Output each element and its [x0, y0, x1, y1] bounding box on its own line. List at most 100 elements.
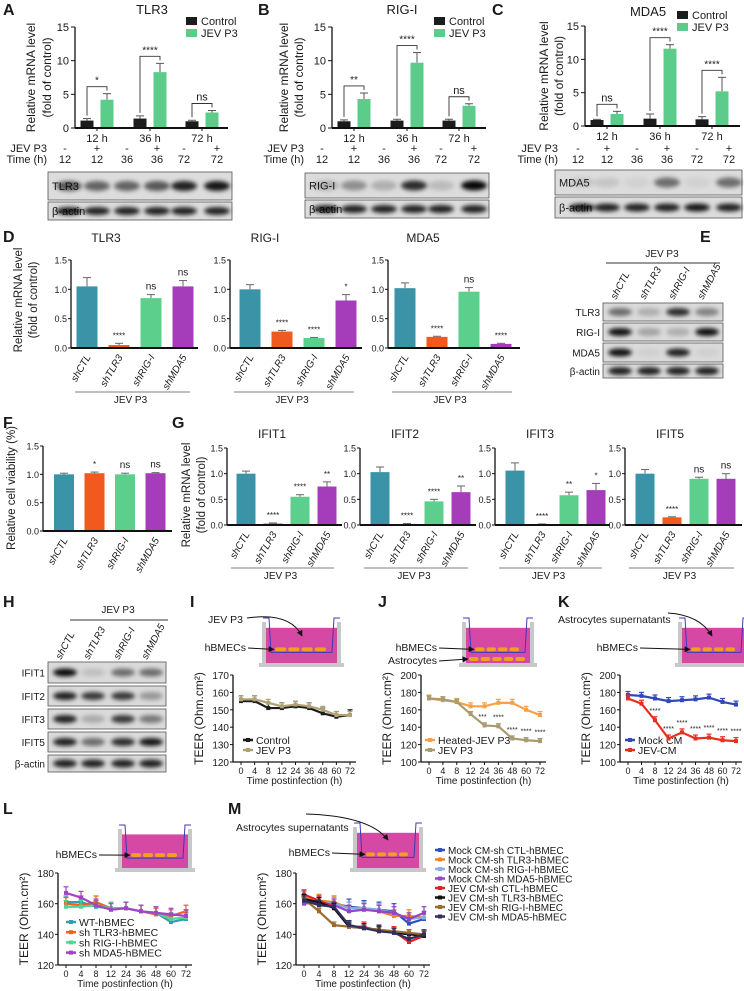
data-point	[720, 699, 725, 704]
bar-shmda5	[335, 300, 357, 348]
protein-band	[341, 205, 367, 213]
data-point	[347, 923, 351, 928]
bar-shtlr3	[84, 473, 105, 531]
bar-shtlr3	[662, 517, 682, 525]
data-point	[307, 704, 312, 709]
significance-label: ns	[120, 460, 131, 471]
significance-label: ****	[717, 728, 728, 735]
data-point	[362, 907, 366, 912]
data-point	[293, 702, 298, 707]
group-label: JEV P3	[264, 571, 298, 582]
legend-marker	[438, 857, 442, 862]
significance-label: **	[566, 480, 572, 489]
lane-value: 36	[631, 154, 643, 166]
y-tick-label: 100	[400, 758, 417, 769]
significance-label: ****	[428, 487, 440, 496]
significance-label: ****	[663, 726, 674, 733]
x-category-label: shTLR3	[74, 536, 101, 572]
x-category-label: shCTL	[627, 530, 651, 561]
y-axis-label: Relative mRNA level	[277, 23, 291, 132]
x-category-label: shTLR3	[262, 353, 289, 389]
chart-title: TLR3	[136, 2, 168, 17]
x-tick-label: 12	[663, 766, 673, 776]
protein-band	[695, 348, 719, 357]
x-category-label: shRIG-I	[294, 353, 321, 389]
data-point	[362, 926, 366, 931]
protein-band	[637, 348, 661, 357]
legend-label: JEV P3	[256, 745, 291, 757]
y-axis-label: Relative mRNA level	[181, 443, 193, 548]
lane-value: 36	[408, 154, 420, 166]
bar-shrig-i	[115, 474, 135, 531]
lane-value: -	[182, 143, 186, 155]
group-label: JEV P3	[645, 249, 679, 260]
protein-band	[684, 177, 710, 188]
panel-label-I: I	[190, 594, 194, 611]
y-tick-label: 0.5	[26, 498, 39, 508]
protein-band	[53, 759, 77, 768]
y-tick-label: 1.0	[210, 469, 223, 479]
lane-value: 72	[435, 154, 447, 166]
protein-band	[716, 177, 742, 188]
x-category-label: shTLR3	[253, 530, 280, 566]
astrocyte-cell	[503, 657, 514, 661]
bar-control	[590, 120, 604, 126]
y-tick-label: 0.0	[608, 521, 621, 531]
y-axis-label: TEER (Ohm.cm²)	[579, 672, 593, 765]
bar-control	[337, 121, 351, 128]
cell-label: hBMECs	[205, 642, 246, 654]
y-tick-label: 180	[400, 688, 417, 699]
protein-band	[666, 348, 690, 357]
y-tick-label: 0.0	[478, 521, 491, 531]
lane-value: 72	[178, 154, 190, 166]
legend-marker	[69, 940, 73, 945]
lane-value: 12	[572, 154, 584, 166]
chart-title: IFIT2	[391, 427, 419, 441]
blot-strip	[47, 708, 167, 730]
y-tick-label: 0.0	[213, 344, 226, 354]
western-blot-E: JEV P3 shCTL shTLR3 shRIG-I shMDA5 TLR3 RIG-I M…	[570, 249, 724, 379]
lane-value: -	[576, 143, 580, 155]
bar-control	[695, 119, 709, 126]
data-point	[347, 909, 351, 914]
protein-label: IFIT2	[22, 692, 46, 703]
protein-band	[637, 308, 661, 316]
data-point	[422, 910, 426, 915]
y-tick-label: 5	[320, 89, 326, 101]
x-tick-label: 36	[493, 766, 503, 776]
x-category-label: 72 h	[191, 133, 212, 145]
x-tick-label: 60	[166, 969, 176, 979]
lane-value: 12	[348, 154, 360, 166]
y-tick-label: 160	[599, 706, 616, 717]
x-tick-label: 60	[404, 969, 414, 979]
endothelial-cell	[131, 853, 141, 858]
chart-D1: TLR3 Relative mRNA level (fold of control)…	[13, 231, 198, 406]
bar-control	[185, 121, 199, 128]
legend-label: JEV CM-sh RIG-I-hBMEC	[448, 903, 563, 914]
panel-label-B: B	[258, 2, 270, 19]
y-tick-label: 200	[599, 671, 616, 682]
protein-label: TLR3	[576, 308, 601, 319]
y-tick-label: 0	[320, 123, 326, 135]
legend-marker	[438, 848, 442, 852]
x-category-label: shCTL	[387, 353, 411, 384]
chart-D2: RIG-I 0.0 0.5 1.0 1.5 shCTL **** shTLR3 **** shRI…	[213, 231, 362, 406]
y-tick-label: 100	[599, 758, 616, 769]
data-point	[666, 699, 671, 704]
protein-band	[594, 177, 620, 188]
chart-title: TLR3	[91, 231, 121, 245]
well-wall-left	[262, 622, 266, 667]
data-point	[666, 736, 671, 741]
significance-label: **	[324, 470, 330, 479]
y-tick-label: 120	[212, 758, 229, 769]
curved-arrow	[667, 612, 713, 637]
y-tick-label: 1.5	[371, 256, 384, 266]
data-point	[639, 701, 644, 706]
lane-row-label: Time (h)	[517, 154, 558, 166]
protein-band	[371, 205, 397, 213]
legend-label: JEV CM-sh CTL-hBMEC	[448, 884, 558, 895]
protein-band	[114, 207, 140, 215]
x-tick-label: 4	[440, 766, 445, 776]
